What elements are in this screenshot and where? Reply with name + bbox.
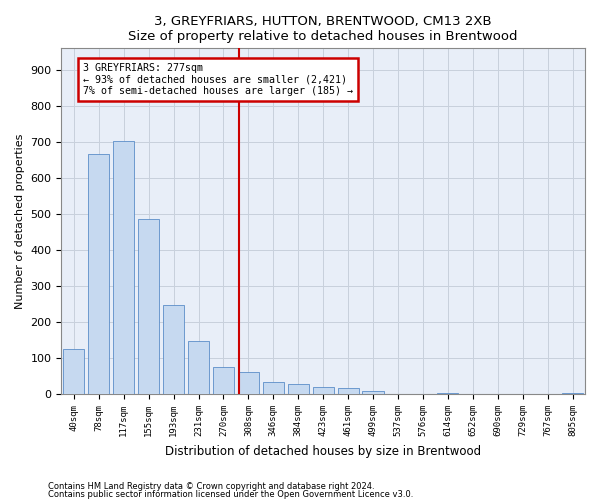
Bar — [562, 393, 583, 394]
Text: 3 GREYFRIARS: 277sqm
← 93% of detached houses are smaller (2,421)
7% of semi-det: 3 GREYFRIARS: 277sqm ← 93% of detached h… — [83, 62, 353, 96]
Bar — [313, 387, 334, 394]
Bar — [138, 218, 159, 394]
Bar — [213, 367, 234, 394]
Title: 3, GREYFRIARS, HUTTON, BRENTWOOD, CM13 2XB
Size of property relative to detached: 3, GREYFRIARS, HUTTON, BRENTWOOD, CM13 2… — [128, 15, 518, 43]
Bar — [88, 154, 109, 394]
Bar — [263, 382, 284, 394]
Bar — [287, 384, 309, 394]
Bar — [113, 141, 134, 394]
Bar — [63, 349, 85, 394]
Bar — [163, 305, 184, 394]
Bar — [437, 393, 458, 394]
Bar — [188, 341, 209, 394]
Y-axis label: Number of detached properties: Number of detached properties — [15, 134, 25, 309]
Text: Contains public sector information licensed under the Open Government Licence v3: Contains public sector information licen… — [48, 490, 413, 499]
Bar — [238, 372, 259, 394]
Bar — [338, 388, 359, 394]
Text: Contains HM Land Registry data © Crown copyright and database right 2024.: Contains HM Land Registry data © Crown c… — [48, 482, 374, 491]
X-axis label: Distribution of detached houses by size in Brentwood: Distribution of detached houses by size … — [165, 444, 481, 458]
Bar — [362, 390, 383, 394]
